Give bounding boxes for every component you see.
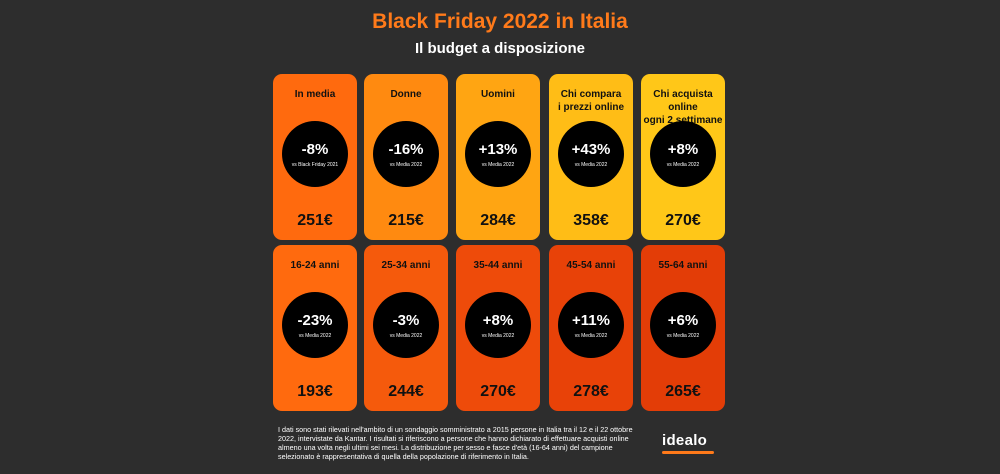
budget-amount: 284€ bbox=[480, 212, 516, 229]
budget-card: Donne -16% vs Media 2022 215€ bbox=[364, 74, 448, 240]
budget-card: 16-24 anni -23% vs Media 2022 193€ bbox=[273, 245, 357, 411]
change-circle: +8% vs Media 2022 bbox=[465, 292, 531, 358]
change-circle: +8% vs Media 2022 bbox=[650, 121, 716, 187]
comparison-label: vs Media 2022 bbox=[481, 333, 515, 339]
card-label: 25-34 anni bbox=[381, 260, 431, 271]
comparison-label: vs Media 2022 bbox=[389, 333, 423, 339]
comparison-label: vs Media 2022 bbox=[574, 333, 608, 339]
change-value: -3% bbox=[392, 312, 420, 329]
chart-title: Black Friday 2022 in Italia bbox=[372, 10, 628, 33]
card-label: 16-24 anni bbox=[290, 260, 340, 271]
change-value: -23% bbox=[297, 312, 333, 329]
comparison-label: vs Media 2022 bbox=[574, 162, 608, 168]
change-value: -8% bbox=[301, 141, 329, 158]
budget-amount: 270€ bbox=[665, 212, 701, 229]
change-value: +8% bbox=[482, 312, 514, 329]
card-label: 35-44 anni bbox=[473, 260, 523, 271]
budget-card: In media -8% vs Black Friday 2021 251€ bbox=[273, 74, 357, 240]
budget-card: Chi acquista online ogni 2 settimane +8% v… bbox=[641, 74, 725, 240]
change-value: +43% bbox=[571, 141, 611, 158]
idealo-logo: idealo bbox=[662, 432, 708, 449]
change-circle: +13% vs Media 2022 bbox=[465, 121, 531, 187]
card-label: In media bbox=[294, 89, 336, 100]
comparison-label: vs Media 2022 bbox=[389, 162, 423, 168]
logo-underline bbox=[662, 451, 714, 454]
budget-amount: 244€ bbox=[388, 383, 424, 400]
budget-amount: 270€ bbox=[480, 383, 516, 400]
card-label: Uomini bbox=[481, 89, 515, 100]
budget-amount: 358€ bbox=[573, 212, 609, 229]
change-circle: -23% vs Media 2022 bbox=[282, 292, 348, 358]
change-circle: -3% vs Media 2022 bbox=[373, 292, 439, 358]
change-circle: -8% vs Black Friday 2021 bbox=[282, 121, 348, 187]
card-label: 55-64 anni bbox=[658, 260, 708, 271]
footnote: I dati sono stati rilevati nell'ambito d… bbox=[278, 425, 633, 461]
budget-amount: 215€ bbox=[388, 212, 424, 229]
budget-card: 35-44 anni +8% vs Media 2022 270€ bbox=[456, 245, 540, 411]
change-value: +11% bbox=[572, 312, 610, 329]
budget-card: 55-64 anni +6% vs Media 2022 265€ bbox=[641, 245, 725, 411]
card-label: Donne bbox=[390, 89, 422, 100]
change-value: +13% bbox=[478, 141, 518, 158]
budget-card: 25-34 anni -3% vs Media 2022 244€ bbox=[364, 245, 448, 411]
comparison-label: vs Media 2022 bbox=[298, 333, 332, 339]
budget-amount: 278€ bbox=[573, 383, 609, 400]
comparison-label: vs Media 2022 bbox=[666, 333, 700, 339]
budget-card: Chi compara i prezzi online +43% vs Media … bbox=[549, 74, 633, 240]
comparison-label: vs Media 2022 bbox=[666, 162, 700, 168]
change-value: -16% bbox=[388, 141, 424, 158]
change-circle: +6% vs Media 2022 bbox=[650, 292, 716, 358]
change-value: +6% bbox=[667, 312, 699, 329]
change-circle: +43% vs Media 2022 bbox=[558, 121, 624, 187]
budget-amount: 251€ bbox=[297, 212, 333, 229]
budget-card: Uomini +13% vs Media 2022 284€ bbox=[456, 74, 540, 240]
card-label: 45-54 anni bbox=[566, 260, 616, 271]
change-circle: -16% vs Media 2022 bbox=[373, 121, 439, 187]
chart-subtitle: Il budget a disposizione bbox=[414, 40, 585, 57]
budget-card: 45-54 anni +11% vs Media 2022 278€ bbox=[549, 245, 633, 411]
card-label: Chi acquista online ogni 2 settimane bbox=[643, 89, 723, 126]
change-circle: +11% vs Media 2022 bbox=[558, 292, 624, 358]
comparison-label: vs Media 2022 bbox=[481, 162, 515, 168]
card-label: Chi compara i prezzi online bbox=[557, 89, 625, 113]
change-value: +8% bbox=[667, 141, 699, 158]
budget-amount: 265€ bbox=[665, 383, 701, 400]
budget-amount: 193€ bbox=[297, 383, 333, 400]
comparison-label: vs Black Friday 2021 bbox=[291, 162, 339, 168]
